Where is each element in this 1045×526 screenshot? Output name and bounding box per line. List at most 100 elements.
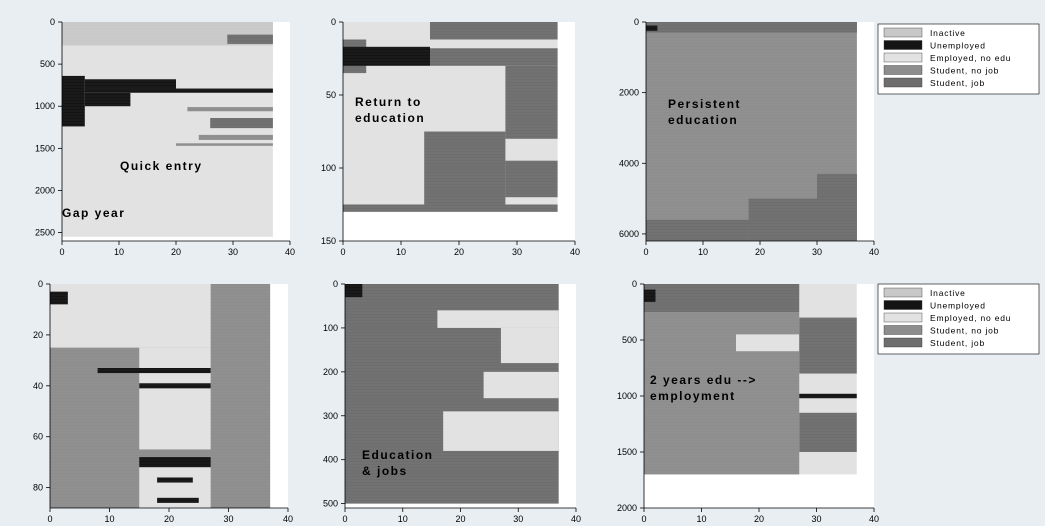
y-tick-label: 0 [331,17,336,27]
legend-swatch [883,52,923,63]
state-block [176,143,273,146]
state-block [50,284,211,348]
y-tick-label: 60 [33,432,43,442]
state-block [500,327,559,364]
y-tick-label: 500 [323,499,338,509]
state-block [343,204,558,212]
state-block [50,291,68,305]
panel-annotation: & jobs [362,464,408,478]
legend-label: Student, no job [930,66,999,76]
x-tick-label: 30 [811,514,821,524]
y-tick-label: 50 [326,90,336,100]
state-block [799,393,857,399]
x-tick-label: 30 [228,247,238,257]
legend-swatch [883,337,923,348]
legend: Inactive Unemployed Employed, no edu Studen… [877,23,1040,95]
y-tick-label: 500 [40,59,55,69]
legend-label: Student, job [930,338,985,348]
plot-panel: 0 10 20 30 40 0 500 1000 1500 2000 2 years edu -->… [617,279,879,524]
state-block [157,497,199,503]
panel-annotation: Quick entry [120,159,203,173]
x-tick-label: 0 [47,514,52,524]
legend-swatch [883,77,923,88]
legend-swatch [883,40,923,50]
legend-swatch [883,287,923,298]
state-block [483,371,559,399]
state-block [646,25,658,31]
y-tick-label: 150 [321,236,336,246]
plot-panel: 0 10 20 30 40 0 2000 4000 6000 Persistent educatio… [619,17,879,257]
x-tick-label: 10 [698,247,708,257]
y-tick-label: 40 [33,381,43,391]
legend-label: Unemployed [930,301,986,311]
state-block [227,34,273,44]
state-block [97,368,211,374]
state-block [139,347,211,450]
sequence-lines [343,23,558,211]
sequence-lines [644,285,857,473]
state-block [210,118,273,129]
y-tick-label: 0 [632,279,637,289]
y-tick-label: 80 [33,483,43,493]
legend-label: Employed, no edu [930,53,1011,63]
legend-label: Student, no job [930,326,999,336]
state-block [84,92,131,107]
state-block [84,79,176,89]
x-tick-label: 40 [571,514,581,524]
x-tick-label: 10 [696,514,706,524]
y-tick-label: 1000 [617,391,637,401]
state-block [62,45,273,76]
legend-label: Employed, no edu [930,313,1011,323]
y-tick-label: 0 [38,279,43,289]
legend-swatch [883,325,923,335]
legend-swatch [883,300,923,310]
x-tick-label: 40 [285,247,295,257]
legend-label: Unemployed [930,41,986,51]
plot-panel: 0 10 20 30 40 0 50 100 150 Return to education [321,17,580,257]
state-block [817,173,857,241]
y-tick-label: 0 [634,17,639,27]
y-tick-label: 1500 [617,447,637,457]
legend-label: Student, job [930,78,985,88]
plot-panel: 0 10 20 30 40 0 20 40 60 80 Gap year [33,206,293,524]
state-block [748,198,817,241]
x-tick-label: 30 [812,247,822,257]
x-tick-label: 20 [454,247,464,257]
x-tick-label: 20 [755,247,765,257]
panel-annotation: education [668,113,738,127]
state-block [644,284,800,312]
panel-annotation: Return to [355,95,422,109]
state-block [343,22,430,40]
legend-label: Inactive [930,288,966,298]
state-block [505,160,558,198]
state-block [736,334,800,352]
legend-swatch [883,312,923,323]
panel-annotation: 2 years edu --> [650,373,757,387]
state-block [644,289,656,302]
state-block [799,412,857,452]
state-block [157,477,193,483]
state-block [430,22,558,40]
legend: Inactive Unemployed Employed, no edu Studen… [877,283,1040,355]
x-tick-label: 0 [342,514,347,524]
state-block [505,65,558,139]
y-tick-label: 4000 [619,158,639,168]
state-block [343,46,430,66]
x-tick-label: 40 [869,247,879,257]
y-tick-label: 2500 [35,228,55,238]
state-block [62,75,85,127]
x-tick-label: 20 [171,247,181,257]
x-tick-label: 40 [570,247,580,257]
state-block [187,107,273,112]
state-block [646,219,749,241]
y-tick-label: 0 [333,279,338,289]
state-block [437,310,559,328]
y-tick-label: 300 [323,411,338,421]
panel-annotation: Persistent [668,97,741,111]
state-block [139,457,211,468]
legend-label: Inactive [930,28,966,38]
legend-swatch [883,65,923,75]
x-tick-label: 30 [512,247,522,257]
